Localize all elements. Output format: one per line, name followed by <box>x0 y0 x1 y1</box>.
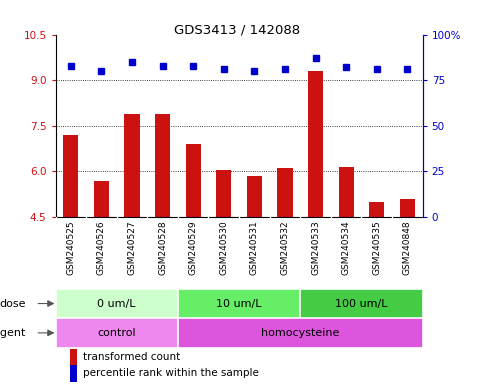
Bar <box>178 289 300 318</box>
Text: GSM240527: GSM240527 <box>128 221 137 275</box>
Bar <box>70 349 77 366</box>
Text: transformed count: transformed count <box>83 352 180 362</box>
Bar <box>308 71 323 217</box>
Text: dose: dose <box>0 298 26 308</box>
Bar <box>56 289 178 318</box>
Text: percentile rank within the sample: percentile rank within the sample <box>83 368 259 378</box>
Text: GSM240525: GSM240525 <box>66 221 75 275</box>
Bar <box>155 114 170 217</box>
Bar <box>277 169 293 217</box>
Bar <box>70 366 77 382</box>
Text: 10 um/L: 10 um/L <box>216 298 262 308</box>
Text: GSM240532: GSM240532 <box>281 221 289 275</box>
Bar <box>56 318 178 348</box>
Text: GSM240526: GSM240526 <box>97 221 106 275</box>
Text: homocysteine: homocysteine <box>261 328 340 338</box>
Bar <box>247 176 262 217</box>
Bar <box>185 144 201 217</box>
Text: GDS3413 / 142088: GDS3413 / 142088 <box>173 23 300 36</box>
Text: GSM240529: GSM240529 <box>189 221 198 275</box>
Bar <box>216 170 231 217</box>
Bar <box>94 180 109 217</box>
Bar <box>369 202 384 217</box>
Bar <box>400 199 415 217</box>
Text: GSM240528: GSM240528 <box>158 221 167 275</box>
Text: GSM240535: GSM240535 <box>372 221 381 275</box>
Text: GSM240534: GSM240534 <box>341 221 351 275</box>
Bar <box>125 114 140 217</box>
Text: 100 um/L: 100 um/L <box>335 298 388 308</box>
Text: control: control <box>98 328 136 338</box>
Text: GSM240533: GSM240533 <box>311 221 320 275</box>
Bar <box>63 135 78 217</box>
Bar <box>178 318 423 348</box>
Bar <box>339 167 354 217</box>
Text: agent: agent <box>0 328 26 338</box>
Bar <box>300 289 423 318</box>
Text: 0 um/L: 0 um/L <box>98 298 136 308</box>
Text: GSM240530: GSM240530 <box>219 221 228 275</box>
Text: GSM240531: GSM240531 <box>250 221 259 275</box>
Text: GSM240848: GSM240848 <box>403 221 412 275</box>
